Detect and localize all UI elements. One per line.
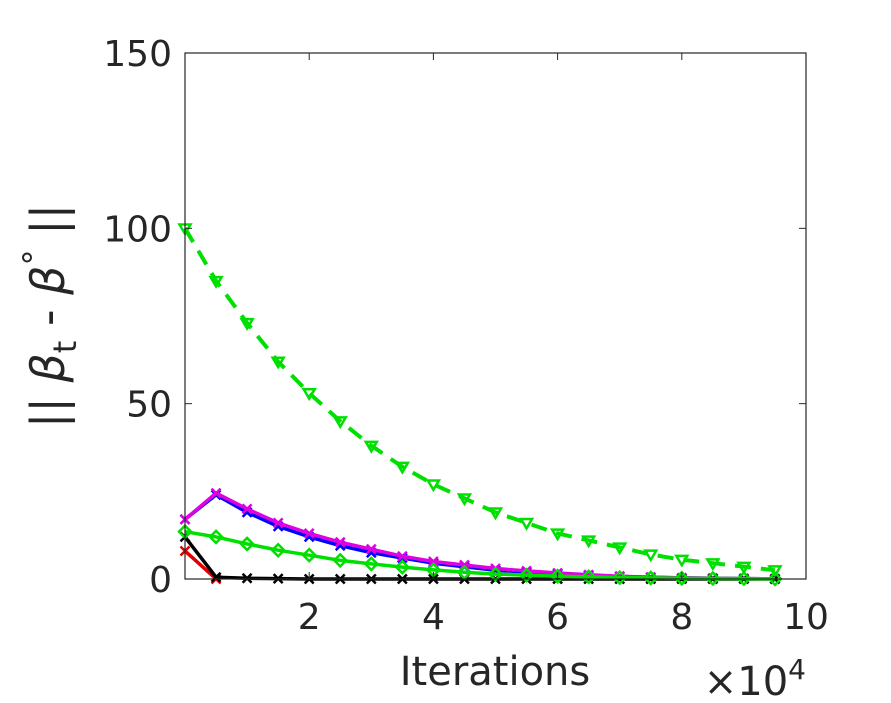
data-point (767, 571, 783, 587)
data-point (642, 570, 659, 586)
x-tick-label: 6 (546, 597, 569, 638)
data-point (736, 561, 752, 575)
plot-background (185, 53, 806, 579)
data-point (736, 570, 752, 587)
data-point (549, 568, 566, 584)
data-point (365, 543, 377, 555)
data-point (208, 529, 224, 545)
data-point (674, 554, 690, 568)
data-point (456, 564, 473, 581)
tick-layer: 0 50 100 150 2 4 6 8 10 (103, 34, 829, 638)
data-point (270, 356, 286, 370)
data-point (518, 567, 535, 583)
y-tick-label: 100 (103, 209, 172, 250)
y-tick-label: 0 (149, 560, 172, 601)
ylabel-prefix: || (21, 383, 76, 429)
data-point (549, 528, 566, 542)
data-point (487, 507, 504, 521)
data-point (705, 558, 721, 572)
data-point (705, 570, 721, 587)
data-point (612, 542, 628, 556)
data-point (394, 559, 411, 575)
data-point (303, 528, 315, 539)
data-point (301, 547, 317, 563)
ylabel-subscript: t (46, 341, 84, 354)
series-line (183, 549, 218, 581)
y-tick-label: 50 (126, 385, 172, 426)
x-multiplier-exponent: 4 (788, 653, 806, 686)
y-tick-label: 150 (103, 34, 172, 75)
data-point (425, 479, 442, 493)
axes-box (184, 52, 807, 580)
data-point (239, 317, 255, 331)
x-tick-label: 10 (783, 597, 829, 638)
data-point (674, 570, 690, 587)
data-point (270, 542, 286, 559)
y-axis-label: || βt - β° || (16, 204, 84, 428)
series-5 (177, 523, 783, 587)
ylabel-beta-2: β (21, 265, 75, 295)
data-point (210, 571, 222, 583)
data-point (332, 552, 349, 569)
data-point (396, 550, 408, 562)
data-point (580, 535, 597, 549)
data-point (241, 572, 253, 584)
x-tick-label: 2 (298, 597, 321, 638)
series-0 (177, 223, 783, 579)
data-point (241, 503, 253, 515)
data-point (334, 536, 346, 548)
x-multiplier: ×104 (704, 653, 806, 703)
x-multiplier-base: ×10 (704, 659, 788, 703)
data-point (332, 416, 348, 430)
data-point (643, 549, 659, 563)
data-point (518, 517, 535, 531)
x-tick-label: 8 (670, 597, 693, 638)
data-point (767, 565, 783, 579)
ylabel-minus: - (21, 295, 75, 341)
data-point (208, 275, 224, 289)
ylabel-superscript: ° (16, 249, 54, 265)
x-axis-label: Iterations (400, 649, 591, 695)
data-point (394, 461, 411, 475)
ylabel-suffix: || (21, 204, 76, 250)
data-point (611, 569, 628, 586)
data-point (301, 388, 317, 402)
data-point (428, 556, 439, 567)
data-point (210, 487, 222, 499)
x-tick-label: 4 (422, 597, 445, 638)
data-point (363, 440, 379, 454)
ylabel-beta-1: β (21, 353, 75, 383)
data-point (580, 569, 597, 585)
data-point (272, 517, 284, 529)
data-point (456, 493, 473, 507)
data-point (487, 566, 504, 582)
data-point (239, 536, 255, 552)
series-line (183, 227, 776, 573)
data-point (363, 556, 380, 572)
